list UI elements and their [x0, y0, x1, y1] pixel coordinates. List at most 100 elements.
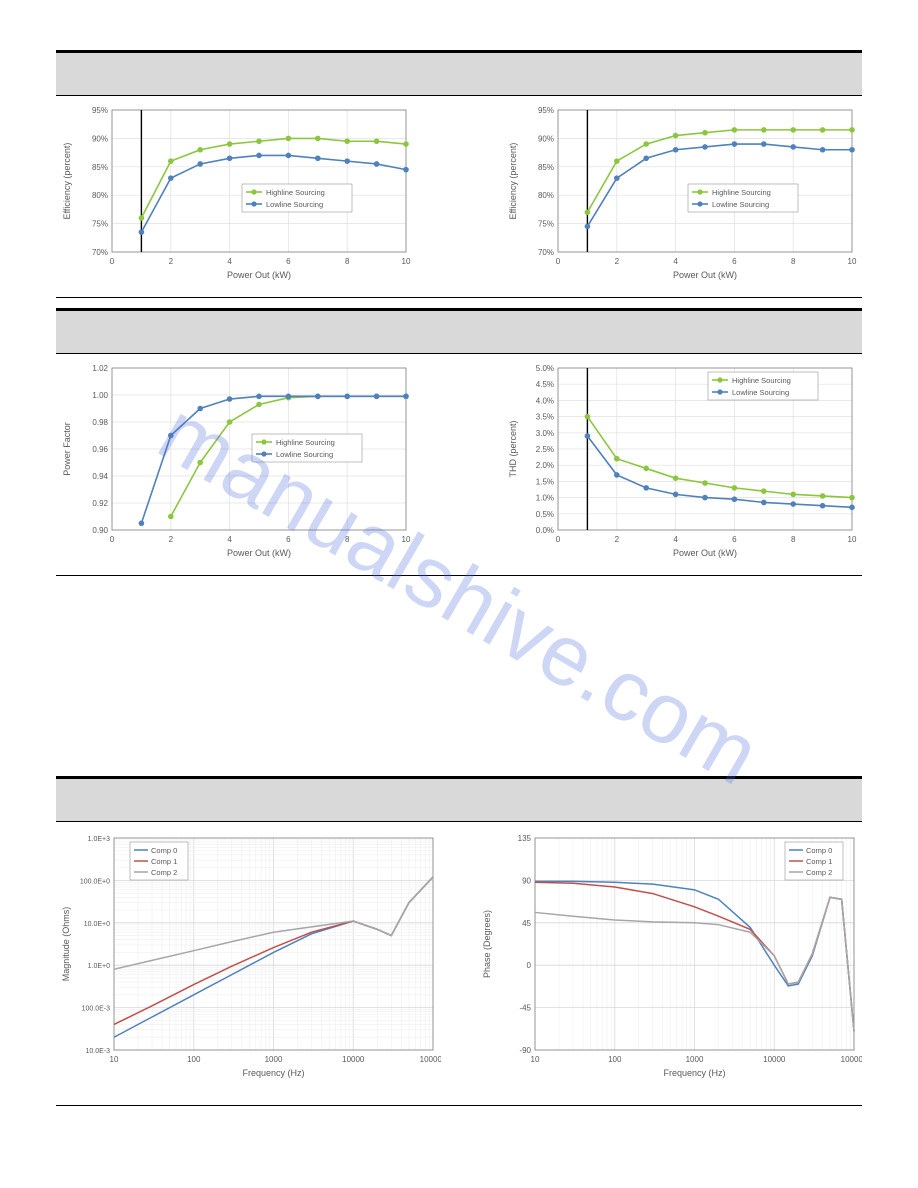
svg-text:Power Out (kW): Power Out (kW) [227, 548, 291, 558]
page-content: 70%75%80%85%90%95%0246810Power Out (kW)E… [0, 0, 918, 1188]
svg-text:10: 10 [402, 257, 411, 266]
svg-text:Efficiency (percent): Efficiency (percent) [508, 143, 518, 220]
svg-text:1.0%: 1.0% [536, 494, 554, 503]
svg-text:80%: 80% [538, 191, 554, 200]
svg-text:2: 2 [169, 257, 174, 266]
svg-text:0.96: 0.96 [92, 445, 108, 454]
svg-text:0: 0 [556, 535, 561, 544]
efficiency-chart-left: 70%75%80%85%90%95%0246810Power Out (kW)E… [56, 102, 416, 287]
svg-text:85%: 85% [538, 163, 554, 172]
svg-text:2: 2 [615, 535, 620, 544]
svg-text:Efficiency (percent): Efficiency (percent) [62, 143, 72, 220]
svg-text:10: 10 [848, 257, 857, 266]
svg-text:Highline Sourcing: Highline Sourcing [712, 188, 771, 197]
svg-text:3.5%: 3.5% [536, 413, 554, 422]
svg-text:100.0E+0: 100.0E+0 [80, 878, 110, 885]
svg-text:5.0%: 5.0% [536, 364, 554, 373]
svg-text:95%: 95% [92, 106, 108, 115]
svg-text:10: 10 [110, 1055, 119, 1064]
svg-text:0: 0 [110, 535, 115, 544]
svg-text:90: 90 [522, 876, 531, 885]
svg-text:4: 4 [227, 535, 232, 544]
svg-text:10.0E-3: 10.0E-3 [85, 1048, 110, 1055]
svg-text:1000: 1000 [686, 1055, 704, 1064]
svg-text:0.92: 0.92 [92, 499, 108, 508]
svg-text:10.0E+0: 10.0E+0 [84, 921, 110, 928]
svg-text:8: 8 [791, 535, 796, 544]
svg-text:0.90: 0.90 [92, 526, 108, 535]
svg-text:Power Out (kW): Power Out (kW) [227, 270, 291, 280]
svg-text:100.0E-3: 100.0E-3 [82, 1006, 111, 1013]
svg-text:3.0%: 3.0% [536, 429, 554, 438]
svg-text:2.0%: 2.0% [536, 461, 554, 470]
svg-text:80%: 80% [92, 191, 108, 200]
svg-text:100: 100 [608, 1055, 622, 1064]
svg-text:95%: 95% [538, 106, 554, 115]
svg-text:1.00: 1.00 [92, 391, 108, 400]
svg-text:10: 10 [531, 1055, 540, 1064]
efficiency-chart-row: 70%75%80%85%90%95%0246810Power Out (kW)E… [56, 96, 862, 287]
svg-text:Power Factor: Power Factor [62, 422, 72, 476]
svg-text:4: 4 [227, 257, 232, 266]
svg-text:Lowline Sourcing: Lowline Sourcing [266, 200, 323, 209]
svg-text:1.0E+0: 1.0E+0 [88, 963, 110, 970]
svg-text:Lowline Sourcing: Lowline Sourcing [712, 200, 769, 209]
svg-text:135: 135 [518, 834, 532, 843]
svg-text:Highline Sourcing: Highline Sourcing [276, 438, 335, 447]
svg-text:Frequency (Hz): Frequency (Hz) [663, 1068, 725, 1078]
svg-text:Power Out (kW): Power Out (kW) [673, 270, 737, 280]
magnitude-chart: 10 100 1000 10000 100000 10.0E-3 100.0E-3 1.0E+… [56, 830, 441, 1085]
svg-text:Magnitude (Ohms): Magnitude (Ohms) [61, 907, 71, 982]
svg-text:-45: -45 [519, 1004, 531, 1013]
svg-text:8: 8 [791, 257, 796, 266]
svg-text:0.94: 0.94 [92, 472, 108, 481]
svg-text:10: 10 [402, 535, 411, 544]
svg-text:6: 6 [732, 257, 737, 266]
svg-text:100: 100 [187, 1055, 201, 1064]
svg-text:Comp 2: Comp 2 [806, 868, 832, 877]
svg-text:Power Out (kW): Power Out (kW) [673, 548, 737, 558]
svg-text:2: 2 [615, 257, 620, 266]
svg-text:0.5%: 0.5% [536, 510, 554, 519]
svg-text:Lowline Sourcing: Lowline Sourcing [732, 388, 789, 397]
bode-chart-row: 1010010001000010000010.0E-3100.0E-31.0E+… [56, 822, 862, 1085]
svg-text:70%: 70% [92, 248, 108, 257]
phase-chart: 10100100010000100000-90-4504590135Freque… [477, 830, 862, 1085]
svg-text:0.98: 0.98 [92, 418, 108, 427]
svg-text:1.0E+3: 1.0E+3 [88, 836, 110, 843]
svg-text:Highline Sourcing: Highline Sourcing [732, 376, 791, 385]
svg-text:6: 6 [732, 535, 737, 544]
svg-text:70%: 70% [538, 248, 554, 257]
svg-text:0: 0 [110, 257, 115, 266]
svg-text:2.5%: 2.5% [536, 445, 554, 454]
svg-text:2: 2 [169, 535, 174, 544]
svg-text:85%: 85% [92, 163, 108, 172]
svg-text:Comp 1: Comp 1 [151, 857, 177, 866]
svg-text:6: 6 [286, 535, 291, 544]
svg-text:1000: 1000 [265, 1055, 283, 1064]
svg-text:Highline Sourcing: Highline Sourcing [266, 188, 325, 197]
blank-space [56, 576, 862, 776]
svg-text:Comp 2: Comp 2 [151, 868, 177, 877]
svg-text:0: 0 [556, 257, 561, 266]
divider-3 [56, 1105, 862, 1106]
pf-thd-chart-row: 0.90 0.92 0.94 0.96 0.98 1.00 1.02 0 2 4 6 8 10 Power… [56, 354, 862, 565]
svg-text:45: 45 [522, 919, 531, 928]
svg-text:100000: 100000 [420, 1055, 441, 1064]
svg-text:1.02: 1.02 [92, 364, 108, 373]
svg-text:6: 6 [286, 257, 291, 266]
thd-chart: 0.0%0.5%1.0%1.5%2.0%2.5%3.0%3.5%4.0%4.5%… [502, 360, 862, 565]
section-header-1 [56, 50, 862, 96]
svg-text:10000: 10000 [342, 1055, 365, 1064]
svg-text:0: 0 [527, 961, 532, 970]
svg-text:-90: -90 [519, 1046, 531, 1055]
svg-text:8: 8 [345, 257, 350, 266]
svg-text:Lowline Sourcing: Lowline Sourcing [276, 450, 333, 459]
svg-text:4: 4 [673, 535, 678, 544]
svg-text:100000: 100000 [841, 1055, 862, 1064]
svg-text:0.0%: 0.0% [536, 526, 554, 535]
power-factor-chart: 0.900.920.940.960.981.001.020246810Power… [56, 360, 416, 565]
svg-text:Frequency (Hz): Frequency (Hz) [242, 1068, 304, 1078]
svg-text:4: 4 [673, 257, 678, 266]
efficiency-chart-right: 70%75%80%85%90%95%0246810Power Out (kW)E… [502, 102, 862, 287]
